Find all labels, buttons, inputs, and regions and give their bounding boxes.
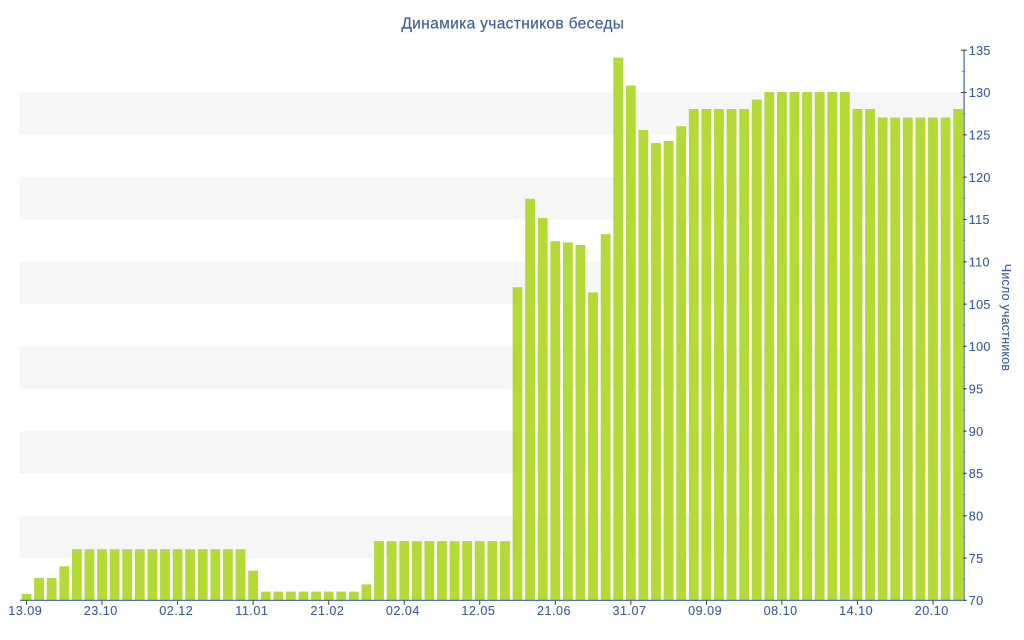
svg-text:75: 75 xyxy=(969,552,984,566)
svg-text:14.10: 14.10 xyxy=(839,604,873,618)
svg-text:11.01: 11.01 xyxy=(235,604,268,618)
svg-text:90: 90 xyxy=(969,425,984,439)
svg-text:20.10: 20.10 xyxy=(915,604,949,618)
svg-text:02.04: 02.04 xyxy=(386,604,420,618)
svg-text:08.10: 08.10 xyxy=(764,604,798,618)
svg-text:80: 80 xyxy=(969,510,984,524)
svg-text:Число участников: Число участников xyxy=(999,264,1013,372)
svg-text:23.10: 23.10 xyxy=(84,604,118,618)
svg-text:115: 115 xyxy=(969,213,990,227)
svg-text:105: 105 xyxy=(969,298,991,312)
svg-text:125: 125 xyxy=(969,129,991,143)
svg-text:13.09: 13.09 xyxy=(8,604,42,618)
svg-text:Динамика участников беседы: Динамика участников беседы xyxy=(401,16,624,33)
svg-text:21.02: 21.02 xyxy=(310,604,344,618)
svg-text:31.07: 31.07 xyxy=(612,604,646,618)
svg-text:02.12: 02.12 xyxy=(159,604,193,618)
svg-text:85: 85 xyxy=(969,467,984,481)
svg-text:100: 100 xyxy=(969,340,991,354)
svg-text:70: 70 xyxy=(969,594,984,608)
svg-text:09.09: 09.09 xyxy=(688,604,722,618)
svg-text:110: 110 xyxy=(969,256,990,270)
svg-text:21.06: 21.06 xyxy=(537,604,571,618)
svg-text:95: 95 xyxy=(969,383,984,397)
svg-text:135: 135 xyxy=(969,44,991,58)
svg-text:120: 120 xyxy=(969,171,991,185)
svg-text:130: 130 xyxy=(969,86,991,100)
svg-text:12.05: 12.05 xyxy=(461,604,495,618)
